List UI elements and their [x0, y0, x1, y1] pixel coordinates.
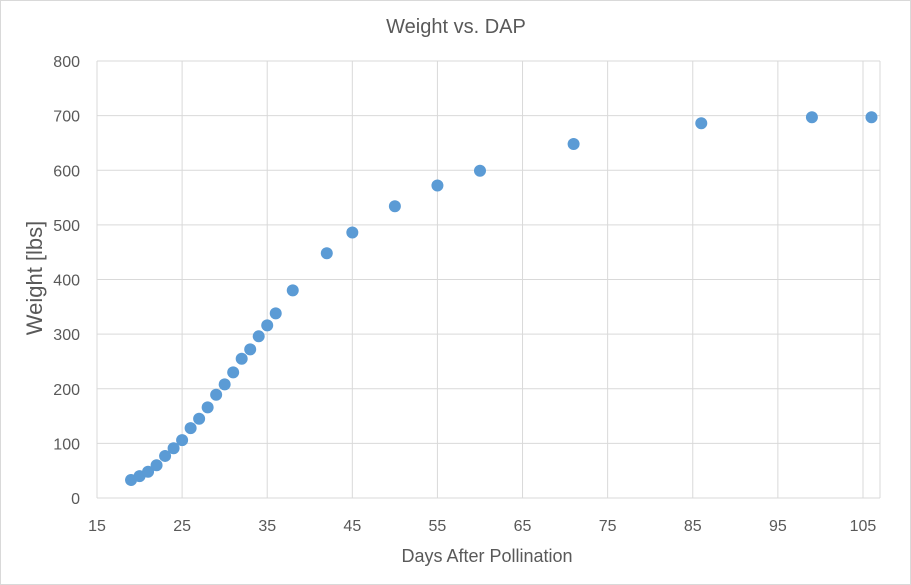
x-tick-label: 105 — [850, 518, 877, 535]
y-tick-label: 800 — [53, 54, 80, 71]
data-point — [235, 352, 248, 365]
data-point — [865, 111, 878, 124]
data-point — [473, 164, 486, 177]
y-tick-labels: 0 100 200 300 400 500 600 700 800 — [53, 54, 80, 508]
y-tick-label: 500 — [53, 218, 80, 235]
data-point — [184, 422, 197, 435]
x-tick-label: 35 — [258, 518, 276, 535]
data-point — [193, 412, 206, 425]
y-gridlines — [97, 60, 880, 499]
y-tick-label: 700 — [53, 109, 80, 126]
data-point — [252, 330, 265, 343]
data-point — [159, 449, 172, 462]
data-point — [567, 138, 580, 151]
data-point — [176, 434, 189, 447]
x-tick-label: 75 — [599, 518, 617, 535]
y-tick-label: 600 — [53, 163, 80, 180]
x-tick-label: 25 — [173, 518, 191, 535]
x-tick-label: 65 — [514, 518, 532, 535]
data-point — [431, 179, 444, 192]
y-tick-label: 100 — [53, 436, 80, 453]
data-point — [286, 284, 299, 297]
x-tick-labels: 15 25 35 45 55 65 75 85 95 105 — [88, 518, 876, 535]
y-tick-label: 400 — [53, 273, 80, 290]
x-tick-label: 15 — [88, 518, 106, 535]
data-point — [218, 378, 231, 391]
data-point — [167, 442, 180, 455]
data-point — [210, 388, 223, 401]
x-axis-title: Days After Pollination — [401, 546, 572, 566]
x-tick-label: 45 — [343, 518, 361, 535]
data-point — [388, 200, 401, 213]
data-point — [261, 319, 274, 332]
y-tick-label: 0 — [71, 491, 80, 508]
data-point — [346, 226, 359, 239]
data-point — [269, 307, 282, 320]
data-point — [320, 247, 333, 260]
data-point — [150, 459, 163, 472]
data-point — [201, 401, 214, 414]
x-tick-label: 55 — [429, 518, 447, 535]
data-point — [227, 366, 240, 379]
y-tick-label: 300 — [53, 327, 80, 344]
chart-title: Weight vs. DAP — [386, 16, 526, 38]
data-points — [125, 111, 878, 486]
y-tick-label: 200 — [53, 382, 80, 399]
x-gridlines — [96, 61, 881, 498]
data-point — [805, 111, 818, 124]
y-axis-title: Weight [lbs] — [22, 221, 47, 336]
data-point — [695, 117, 708, 130]
x-tick-label: 95 — [769, 518, 787, 535]
data-point — [142, 465, 155, 478]
data-point — [244, 343, 257, 356]
x-tick-label: 85 — [684, 518, 702, 535]
